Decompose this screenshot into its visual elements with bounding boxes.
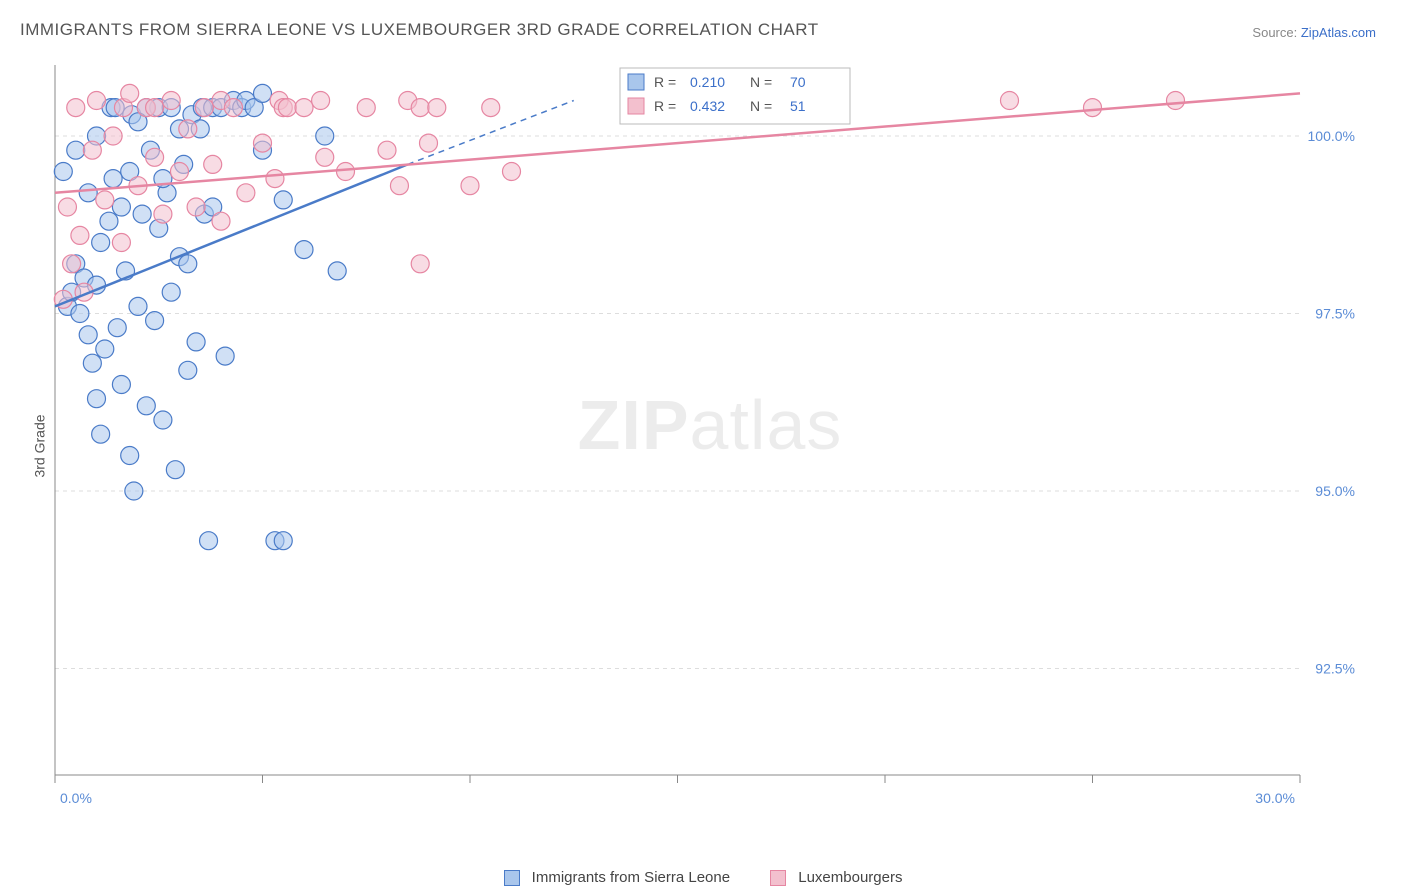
- svg-text:N =: N =: [750, 98, 772, 114]
- chart-container: IMMIGRANTS FROM SIERRA LEONE VS LUXEMBOU…: [0, 0, 1406, 892]
- chart-title: IMMIGRANTS FROM SIERRA LEONE VS LUXEMBOU…: [20, 20, 819, 40]
- plot-area: 92.5% 95.0% 97.5% 100.0% 0.0% 30.0% R = 0.210 N …: [50, 60, 1370, 820]
- legend-item-luxembourgers: Luxembourgers: [770, 869, 902, 886]
- source-label: Source:: [1252, 25, 1297, 40]
- legend-item-sierra-leone: Immigrants from Sierra Leone: [504, 869, 731, 886]
- svg-text:70: 70: [790, 74, 806, 90]
- source-attribution: Source: ZipAtlas.com: [1252, 25, 1376, 40]
- svg-text:0.0%: 0.0%: [60, 790, 92, 806]
- svg-text:95.0%: 95.0%: [1315, 483, 1355, 499]
- chart-svg: 92.5% 95.0% 97.5% 100.0% 0.0% 30.0% R = 0.210 N …: [50, 60, 1370, 820]
- svg-text:30.0%: 30.0%: [1255, 790, 1295, 806]
- svg-text:100.0%: 100.0%: [1308, 128, 1355, 144]
- svg-text:92.5%: 92.5%: [1315, 661, 1355, 677]
- source-link[interactable]: ZipAtlas.com: [1301, 25, 1376, 40]
- svg-text:51: 51: [790, 98, 806, 114]
- legend-swatch-icon: [504, 870, 520, 886]
- y-axis-label: 3rd Grade: [32, 414, 48, 477]
- svg-text:R =: R =: [654, 98, 676, 114]
- legend-label: Luxembourgers: [798, 869, 902, 886]
- svg-text:0.432: 0.432: [690, 98, 725, 114]
- legend-label: Immigrants from Sierra Leone: [532, 869, 730, 886]
- legend: Immigrants from Sierra Leone Luxembourge…: [0, 869, 1406, 886]
- legend-swatch-icon: [770, 870, 786, 886]
- svg-text:N =: N =: [750, 74, 772, 90]
- svg-text:0.210: 0.210: [690, 74, 725, 90]
- svg-text:97.5%: 97.5%: [1315, 306, 1355, 322]
- svg-text:R =: R =: [654, 74, 676, 90]
